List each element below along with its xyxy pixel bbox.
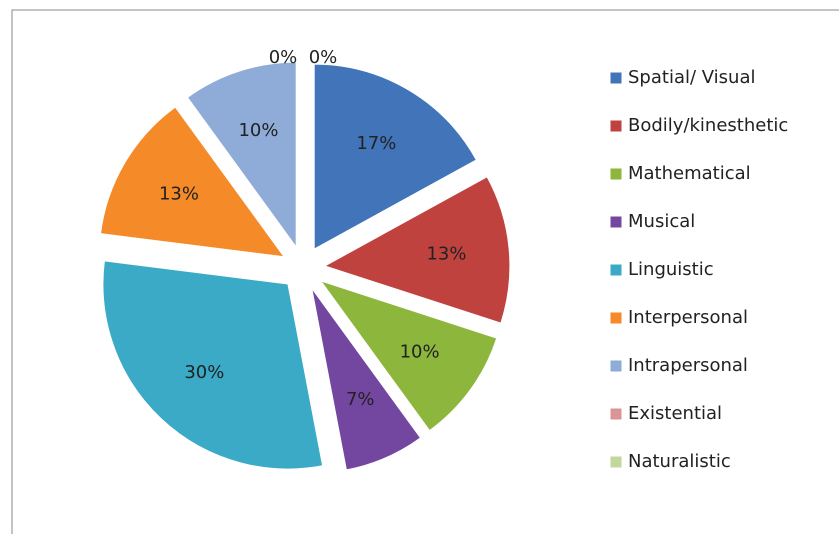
- legend-swatch: [609, 311, 623, 325]
- legend-swatch: [609, 263, 623, 277]
- legend-swatch: [609, 71, 623, 85]
- legend-swatch: [609, 167, 623, 181]
- pie-slice: [319, 279, 498, 432]
- pie-slice: [186, 61, 297, 249]
- data-label: 10%: [238, 120, 278, 141]
- legend-swatch: [609, 359, 623, 373]
- data-label: 7%: [346, 389, 375, 410]
- legend-label: Linguistic: [628, 259, 714, 280]
- pie-slice: [99, 106, 286, 258]
- pie-slice: [311, 287, 422, 471]
- pie-slice: [323, 176, 511, 324]
- data-label: 17%: [356, 133, 396, 154]
- data-label: 0%: [269, 47, 298, 68]
- legend-label: Mathematical: [628, 163, 751, 184]
- legend-label: Bodily/kinesthetic: [628, 115, 788, 136]
- legend-label: Musical: [628, 211, 695, 232]
- data-label: 30%: [184, 362, 224, 383]
- data-label: 13%: [426, 243, 466, 264]
- legend-swatch: [609, 407, 623, 421]
- data-label: 0%: [309, 47, 338, 68]
- legend-label: Interpersonal: [628, 307, 748, 328]
- legend-swatch: [609, 215, 623, 229]
- data-label: 13%: [159, 184, 199, 205]
- legend-label: Intrapersonal: [628, 355, 748, 376]
- pie-slice: [313, 63, 477, 250]
- legend-swatch: [609, 119, 623, 133]
- legend-label: Existential: [628, 403, 722, 424]
- legend-label: Spatial/ Visual: [628, 67, 756, 88]
- legend-swatch: [609, 455, 623, 469]
- pie-slice: [102, 260, 324, 470]
- legend-label: Naturalistic: [628, 451, 731, 472]
- data-label: 10%: [400, 342, 440, 363]
